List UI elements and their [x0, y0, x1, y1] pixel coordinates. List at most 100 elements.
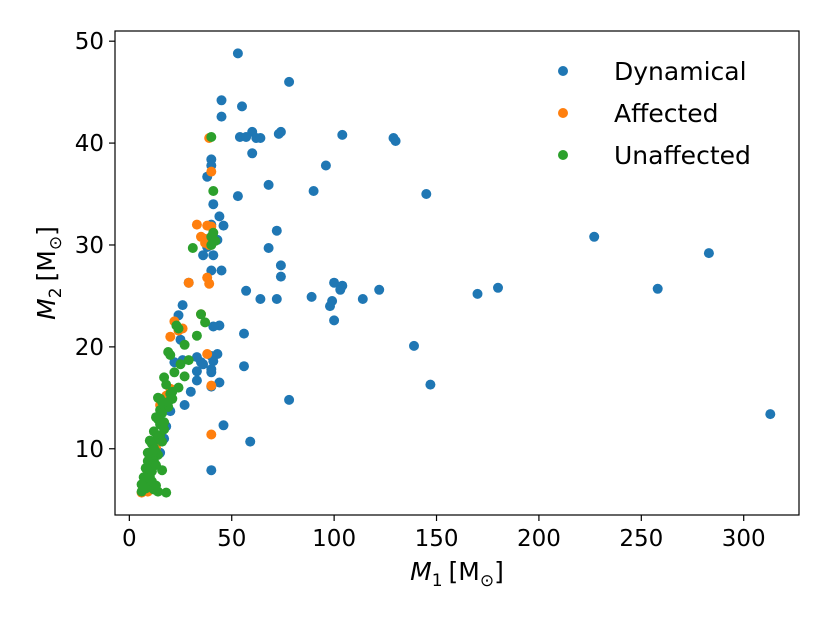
y-axis: 10 20 30 40 50 — [75, 29, 115, 463]
points-layer — [136, 48, 776, 498]
data-point — [169, 367, 180, 378]
data-point — [409, 340, 419, 351]
y-tick-label: 20 — [75, 335, 104, 361]
legend-label-dynamical: Dynamical — [614, 57, 747, 86]
data-point — [208, 250, 219, 261]
data-point — [239, 361, 249, 372]
data-point — [142, 447, 153, 458]
data-point — [183, 355, 194, 366]
data-point — [245, 436, 256, 447]
data-point — [157, 436, 168, 447]
data-point — [151, 412, 161, 423]
data-point — [191, 330, 202, 341]
data-point — [335, 284, 346, 295]
data-point — [275, 260, 286, 271]
data-point — [214, 377, 225, 388]
data-point — [208, 321, 219, 332]
data-point — [425, 379, 436, 390]
data-point — [191, 352, 202, 363]
data-point — [206, 429, 217, 440]
data-point — [232, 191, 243, 202]
x-tick-label: 0 — [122, 526, 137, 552]
data-point — [206, 380, 217, 391]
data-point — [493, 282, 503, 293]
data-point — [218, 220, 229, 231]
data-point — [232, 48, 243, 59]
x-tick-label: 200 — [517, 526, 561, 552]
legend-marker — [558, 150, 568, 160]
legend-marker — [558, 108, 568, 118]
data-point — [165, 331, 176, 342]
plot-background — [115, 31, 799, 515]
plot-frame — [114, 30, 800, 516]
data-point — [206, 132, 217, 142]
data-point — [191, 219, 202, 230]
data-point — [320, 160, 331, 171]
data-point — [306, 291, 317, 302]
data-point — [198, 250, 209, 261]
legend-label-unaffected: Unaffected — [614, 141, 751, 170]
data-point — [173, 323, 184, 334]
data-point — [337, 129, 348, 140]
data-point — [239, 328, 249, 339]
data-point — [472, 288, 483, 299]
data-point — [144, 473, 155, 484]
data-point — [275, 126, 286, 137]
y-tick-label: 30 — [75, 233, 104, 259]
data-point — [151, 460, 161, 471]
data-point — [208, 199, 219, 210]
data-point — [390, 136, 401, 146]
data-point — [284, 76, 295, 87]
data-point — [144, 435, 155, 446]
data-point — [185, 386, 196, 397]
data-point — [206, 465, 217, 476]
data-point — [155, 393, 166, 404]
data-point — [652, 283, 663, 294]
data-point — [163, 347, 174, 357]
data-point — [179, 339, 190, 350]
data-point — [173, 382, 184, 393]
data-point — [175, 359, 186, 370]
legend: Dynamical Affected Unaffected — [558, 57, 751, 170]
data-point — [216, 111, 227, 122]
data-point — [198, 359, 209, 370]
data-point — [206, 367, 217, 378]
data-point — [177, 300, 188, 311]
series-unaffected — [136, 132, 221, 498]
data-point — [308, 186, 319, 196]
data-point — [703, 248, 714, 259]
data-point — [206, 166, 217, 177]
data-point — [200, 317, 211, 328]
data-point — [159, 417, 170, 428]
data-point — [202, 349, 213, 359]
data-point — [325, 301, 335, 312]
data-point — [357, 294, 368, 304]
data-point — [208, 186, 219, 196]
data-point — [179, 371, 190, 382]
x-tick-label: 100 — [312, 526, 356, 552]
data-point — [208, 227, 219, 238]
data-point — [196, 309, 206, 320]
data-point — [589, 231, 600, 242]
data-point — [263, 179, 274, 190]
data-point — [216, 265, 227, 276]
data-point — [241, 285, 252, 296]
data-point — [255, 294, 266, 304]
data-point — [191, 366, 202, 377]
data-point — [214, 211, 225, 222]
y-tick-label: 40 — [75, 131, 104, 157]
data-point — [329, 315, 340, 326]
data-point — [208, 356, 219, 367]
data-point — [275, 271, 286, 282]
x-tick-label: 50 — [217, 526, 246, 552]
data-point — [161, 487, 172, 498]
data-point — [191, 375, 202, 386]
x-tick-label: 150 — [415, 526, 459, 552]
y-tick-label: 10 — [75, 437, 104, 463]
data-point — [183, 277, 194, 288]
legend-label-affected: Affected — [614, 99, 719, 128]
data-point — [421, 189, 432, 199]
data-point — [159, 372, 170, 383]
data-point — [187, 243, 198, 253]
